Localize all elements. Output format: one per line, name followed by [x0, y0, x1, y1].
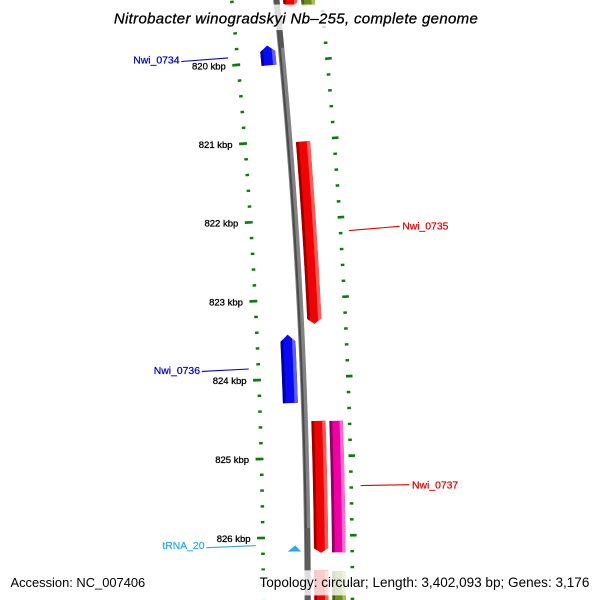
svg-text:tRNA_20: tRNA_20 — [162, 541, 204, 552]
svg-text:Nwi_0734: Nwi_0734 — [133, 55, 179, 66]
svg-text:825 kbp: 825 kbp — [215, 455, 249, 466]
svg-text:Accession: NC_007406: Accession: NC_007406 — [11, 575, 146, 590]
svg-text:Nwi_0735: Nwi_0735 — [402, 221, 448, 232]
svg-text:Nwi_0737: Nwi_0737 — [412, 481, 458, 492]
svg-text:822 kbp: 822 kbp — [204, 219, 238, 230]
svg-text:Topology: circular; Length: 3,: Topology: circular; Length: 3,402,093 bp… — [260, 575, 590, 590]
svg-text:821 kbp: 821 kbp — [199, 140, 233, 151]
svg-text:820 kbp: 820 kbp — [192, 61, 226, 72]
svg-text:Nwi_0736: Nwi_0736 — [154, 366, 200, 377]
svg-text:824 kbp: 824 kbp — [213, 376, 247, 387]
svg-text:823 kbp: 823 kbp — [209, 297, 243, 308]
svg-text:Nitrobacter winogradskyi Nb–25: Nitrobacter winogradskyi Nb–255, complet… — [114, 11, 478, 28]
svg-text:826 kbp: 826 kbp — [217, 534, 251, 545]
